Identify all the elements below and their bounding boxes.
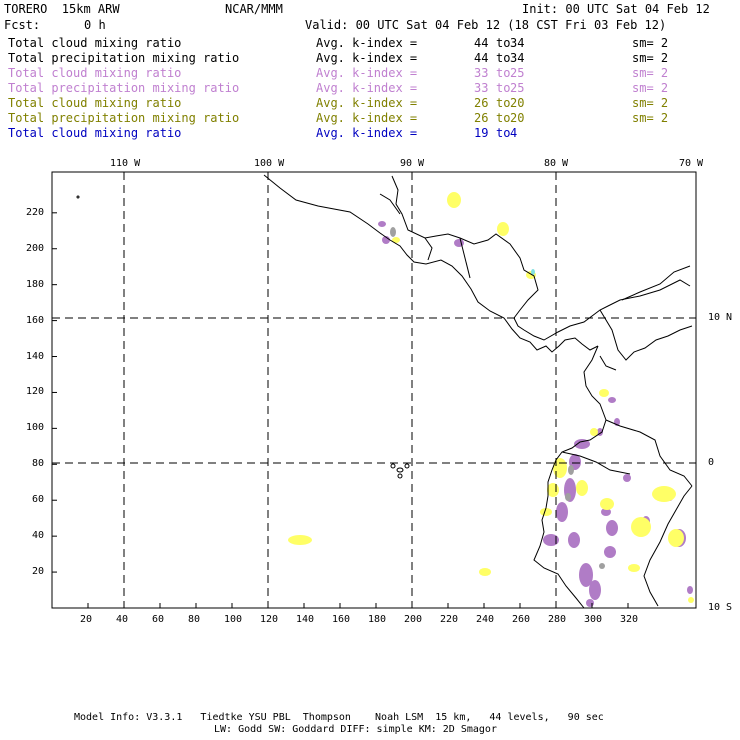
lon-label-110w: 110 W bbox=[110, 158, 141, 169]
valid-time: Valid: 00 UTC Sat 04 Feb 12 (18 CST Fri … bbox=[305, 18, 667, 32]
legend-k-index-label: Avg. k-index = bbox=[316, 51, 418, 65]
gray-shading bbox=[390, 227, 605, 569]
legend-field-name: Total precipitation mixing ratio bbox=[8, 111, 240, 125]
legend-k-index-label: Avg. k-index = bbox=[316, 96, 418, 110]
legend-smoothing: sm= 2 bbox=[632, 81, 669, 95]
lat-label-0: 0 bbox=[708, 457, 715, 468]
model-title: TORERO 15km ARW bbox=[4, 2, 120, 16]
precip-shading bbox=[293, 221, 693, 607]
x-tick-label: 320 bbox=[620, 614, 639, 625]
x-tick-label: 40 bbox=[116, 614, 129, 625]
x-tick-label: 200 bbox=[404, 614, 423, 625]
model-info: Model Info: V3.3.1 Tiedtke YSU PBL Thomp… bbox=[74, 712, 604, 723]
cyan-shading bbox=[531, 269, 535, 275]
legend-k-end: 25 bbox=[510, 66, 525, 80]
x-tick-label: 280 bbox=[548, 614, 567, 625]
y-tick-label: 60 bbox=[32, 494, 45, 506]
legend-k-end: 4 bbox=[510, 126, 518, 140]
legend-k-end: 25 bbox=[510, 81, 525, 95]
latlon-grid bbox=[52, 172, 696, 608]
legend-k-index-label: Avg. k-index = bbox=[316, 36, 418, 50]
legend-field-name: Total cloud mixing ratio bbox=[8, 36, 182, 50]
x-tick-label: 120 bbox=[260, 614, 279, 625]
cloud-shading bbox=[288, 192, 694, 603]
axis-tickmarks bbox=[52, 212, 629, 608]
legend-k-index-label: Avg. k-index = bbox=[316, 66, 418, 80]
legend-smoothing: sm= 2 bbox=[632, 51, 669, 65]
x-tick-label: 260 bbox=[512, 614, 531, 625]
legend-k-start: 19 bbox=[474, 126, 489, 140]
legend-k-to: to bbox=[496, 96, 511, 110]
legend-field-name: Total precipitation mixing ratio bbox=[8, 81, 240, 95]
legend-field-name: Total cloud mixing ratio bbox=[8, 126, 182, 140]
organization: NCAR/MMM bbox=[225, 2, 283, 16]
lat-label-10s: 10 S bbox=[708, 602, 733, 613]
legend-k-start: 26 bbox=[474, 96, 489, 110]
legend-k-start: 44 bbox=[474, 51, 489, 65]
legend-k-start: 26 bbox=[474, 111, 489, 125]
y-tick-label: 40 bbox=[32, 530, 45, 542]
lon-label-100w: 100 W bbox=[254, 158, 285, 169]
legend-smoothing: sm= 2 bbox=[632, 96, 669, 110]
legend-k-index-label: Avg. k-index = bbox=[316, 111, 418, 125]
legend-k-end: 34 bbox=[510, 36, 525, 50]
lon-label-90w: 90 W bbox=[400, 158, 425, 169]
legend-smoothing: sm= 2 bbox=[632, 66, 669, 80]
x-tick-label: 160 bbox=[332, 614, 351, 625]
lon-label-70w: 70 W bbox=[679, 158, 704, 169]
x-tick-label: 20 bbox=[80, 614, 93, 625]
legend-smoothing: sm= 2 bbox=[632, 111, 669, 125]
legend-k-start: 33 bbox=[474, 81, 489, 95]
legend-field-name: Total cloud mixing ratio bbox=[8, 66, 182, 80]
x-tick-label: 100 bbox=[224, 614, 243, 625]
init-time: Init: 00 UTC Sat 04 Feb 12 bbox=[522, 2, 710, 16]
y-tick-label: 80 bbox=[32, 458, 45, 470]
legend-k-to: to bbox=[496, 81, 511, 95]
legend-k-end: 20 bbox=[510, 111, 525, 125]
legend-k-start: 44 bbox=[474, 36, 489, 50]
y-tick-label: 20 bbox=[32, 566, 45, 578]
legend-k-to: to bbox=[496, 36, 511, 50]
x-tick-label: 140 bbox=[296, 614, 315, 625]
lon-label-80w: 80 W bbox=[544, 158, 569, 169]
legend-smoothing: sm= 2 bbox=[632, 36, 669, 50]
forecast-label: Fcst: bbox=[4, 18, 41, 32]
y-tick-label: 200 bbox=[26, 242, 45, 254]
y-tick-label: 220 bbox=[26, 206, 45, 218]
coastlines bbox=[76, 174, 693, 609]
legend-k-end: 34 bbox=[510, 51, 525, 65]
x-tick-label: 60 bbox=[152, 614, 165, 625]
lat-label-10n: 10 N bbox=[708, 312, 733, 323]
legend-k-end: 20 bbox=[510, 96, 525, 110]
legend-k-to: to bbox=[496, 126, 511, 140]
map-frame bbox=[51, 171, 697, 609]
y-tick-label: 140 bbox=[26, 350, 45, 362]
legend-k-index-label: Avg. k-index = bbox=[316, 126, 418, 140]
legend-k-index-label: Avg. k-index = bbox=[316, 81, 418, 95]
legend-field-name: Total precipitation mixing ratio bbox=[8, 51, 240, 65]
legend-k-to: to bbox=[496, 111, 511, 125]
legend-k-start: 33 bbox=[474, 66, 489, 80]
legend-field-name: Total cloud mixing ratio bbox=[8, 96, 182, 110]
x-tick-label: 220 bbox=[440, 614, 459, 625]
legend-k-to: to bbox=[496, 51, 511, 65]
x-tick-label: 300 bbox=[584, 614, 603, 625]
y-tick-label: 180 bbox=[26, 278, 45, 290]
x-tick-label: 80 bbox=[188, 614, 201, 625]
y-tick-label: 160 bbox=[26, 314, 45, 326]
legend-k-to: to bbox=[496, 66, 511, 80]
x-tick-label: 180 bbox=[368, 614, 387, 625]
y-tick-label: 120 bbox=[26, 386, 45, 398]
y-tick-label: 100 bbox=[26, 422, 45, 434]
x-tick-label: 240 bbox=[476, 614, 495, 625]
forecast-hour: 0 h bbox=[84, 18, 106, 32]
model-physics: LW: Godd SW: Goddard DIFF: simple KM: 2D… bbox=[214, 724, 497, 735]
